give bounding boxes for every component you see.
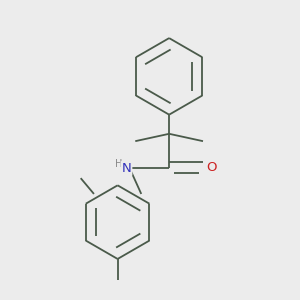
Text: N: N [122, 162, 131, 175]
Text: O: O [206, 161, 217, 174]
Text: H: H [115, 159, 122, 169]
